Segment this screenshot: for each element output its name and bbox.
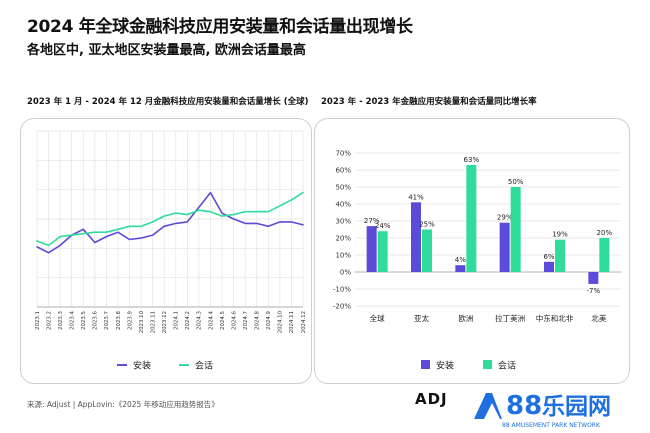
x-tick-label: 2023.8 [116, 310, 122, 329]
x-tick-label: 2024.12 [301, 311, 307, 333]
x-tick-label: 2024.3 [197, 311, 203, 330]
bar-chart-title: 2023 年 - 2023 年金融应用安装量和会话量同比增长率 [321, 97, 537, 107]
x-tick-label: 2024.5 [220, 311, 226, 330]
data-label: 24% [375, 222, 391, 230]
legend-label: 安装 [436, 360, 454, 372]
x-category-label: 中东和北非 [536, 313, 574, 323]
y-tick-label: 60% [335, 167, 351, 175]
bar-sessions [599, 238, 610, 272]
y-tick-label: 0% [340, 269, 351, 277]
y-tick-label: -20% [333, 303, 351, 311]
x-tick-label: 2023.12 [162, 311, 168, 333]
brand-number: 88 [506, 391, 542, 421]
bar-sessions [377, 231, 388, 272]
x-tick-label: 2024.2 [185, 311, 191, 330]
data-label: 20% [597, 229, 613, 237]
line-chart-panel: 2023.1 2023.2 2023.3 2023.4 2023.5 2023.6 2023… [20, 118, 312, 384]
x-tick-label: 2023.2 [46, 311, 52, 330]
x-category-label: 北美 [591, 313, 606, 323]
bar-sessions [422, 229, 432, 272]
y-tick-label: 50% [335, 184, 351, 192]
x-tick-label: 2024.6 [231, 310, 237, 329]
y-tick-label: 10% [335, 252, 351, 260]
bar-installs [588, 272, 599, 284]
legend-label: 安装 [133, 360, 151, 372]
bar-sessions [555, 239, 565, 272]
data-label: 4% [455, 256, 466, 264]
x-tick-label: 2023.11 [150, 311, 156, 333]
page-subtitle: 各地区中, 亚太地区安装量最高, 欧洲会话量最高 [27, 43, 306, 58]
y-tick-label: 40% [335, 201, 351, 209]
x-tick-label: 2023.5 [81, 311, 87, 330]
bar-installs [455, 265, 466, 272]
brand-mark-icon [474, 393, 502, 419]
bar-sessions [466, 164, 477, 272]
line-chart-title: 2023 年 1 月 - 2024 年 12 月金融科技应用安装量和会话量增长 … [27, 97, 309, 107]
legend-label: 会话 [498, 360, 516, 372]
x-tick-label: 2023.10 [139, 310, 145, 333]
x-tick-label: 2024.1 [174, 311, 180, 330]
legend-label: 会话 [195, 360, 213, 372]
x-tick-label: 2023.1 [35, 311, 41, 330]
data-label: 41% [408, 193, 424, 201]
bar-chart: 70% 60% 50% 40% 30% 20% 10% 0% -10% -20% 27%24% 全球 4… [333, 150, 621, 372]
x-tick-label: 2024.4 [208, 310, 214, 329]
bar-sessions [510, 187, 521, 272]
x-tick-label: 2024.10 [278, 310, 284, 333]
source-note: 来源: Adjust | AppLovin:《2025 年移动应用趋势报告》 [27, 400, 219, 409]
data-label: -7% [587, 287, 601, 295]
legend-swatch-sessions [483, 360, 492, 369]
x-tick-label: 2024.11 [289, 311, 295, 333]
data-label: 6% [543, 253, 554, 261]
line-chart: 2023.1 2023.2 2023.3 2023.4 2023.5 2023.6 2023… [35, 130, 307, 372]
data-label: 27% [364, 217, 380, 225]
data-label: 50% [508, 178, 524, 186]
data-label: 25% [419, 221, 435, 229]
brand-name: 乐园网 [542, 394, 611, 420]
y-tick-label: 70% [335, 150, 351, 158]
series-line-installs [36, 191, 304, 254]
data-label: 19% [552, 231, 568, 239]
bar-installs [544, 261, 554, 272]
x-tick-label: 2024.8 [255, 310, 261, 329]
x-tick-label: 2024.7 [243, 311, 249, 330]
bar-installs [411, 202, 421, 272]
y-tick-label: -10% [333, 286, 351, 294]
x-category-label: 拉丁美洲 [495, 313, 525, 323]
y-tick-label: 30% [335, 218, 351, 226]
x-tick-label: 2023.9 [127, 310, 133, 329]
x-category-label: 全球 [370, 313, 385, 323]
adj-logo: ADJ [415, 390, 448, 408]
x-tick-label: 2024.9 [266, 310, 272, 329]
x-category-label: 欧洲 [458, 313, 473, 323]
x-tick-label: 2023.7 [104, 311, 110, 330]
x-tick-label: 2023.4 [69, 310, 75, 329]
x-tick-label: 2023.6 [93, 310, 99, 329]
bar-installs [499, 222, 510, 272]
legend-swatch-installs [421, 360, 430, 369]
data-label: 29% [497, 214, 513, 222]
bar-chart-panel: 70% 60% 50% 40% 30% 20% 10% 0% -10% -20% 27% 24% 全球 4… [314, 118, 630, 384]
x-tick-label: 2023.3 [58, 311, 64, 330]
brand-tagline: 88 AMUSEMENT PARK NETWORK [502, 422, 601, 429]
page-title: 2024 年全球金融科技应用安装量和会话量出现增长 [27, 17, 413, 37]
brand-logo: 88 乐园网 88 AMUSEMENT PARK NETWORK [474, 391, 611, 429]
data-label: 63% [464, 156, 480, 164]
y-tick-label: 20% [335, 235, 351, 243]
bar-installs [366, 226, 377, 272]
series-line-sessions [36, 191, 304, 247]
x-category-label: 亚太 [414, 313, 429, 323]
